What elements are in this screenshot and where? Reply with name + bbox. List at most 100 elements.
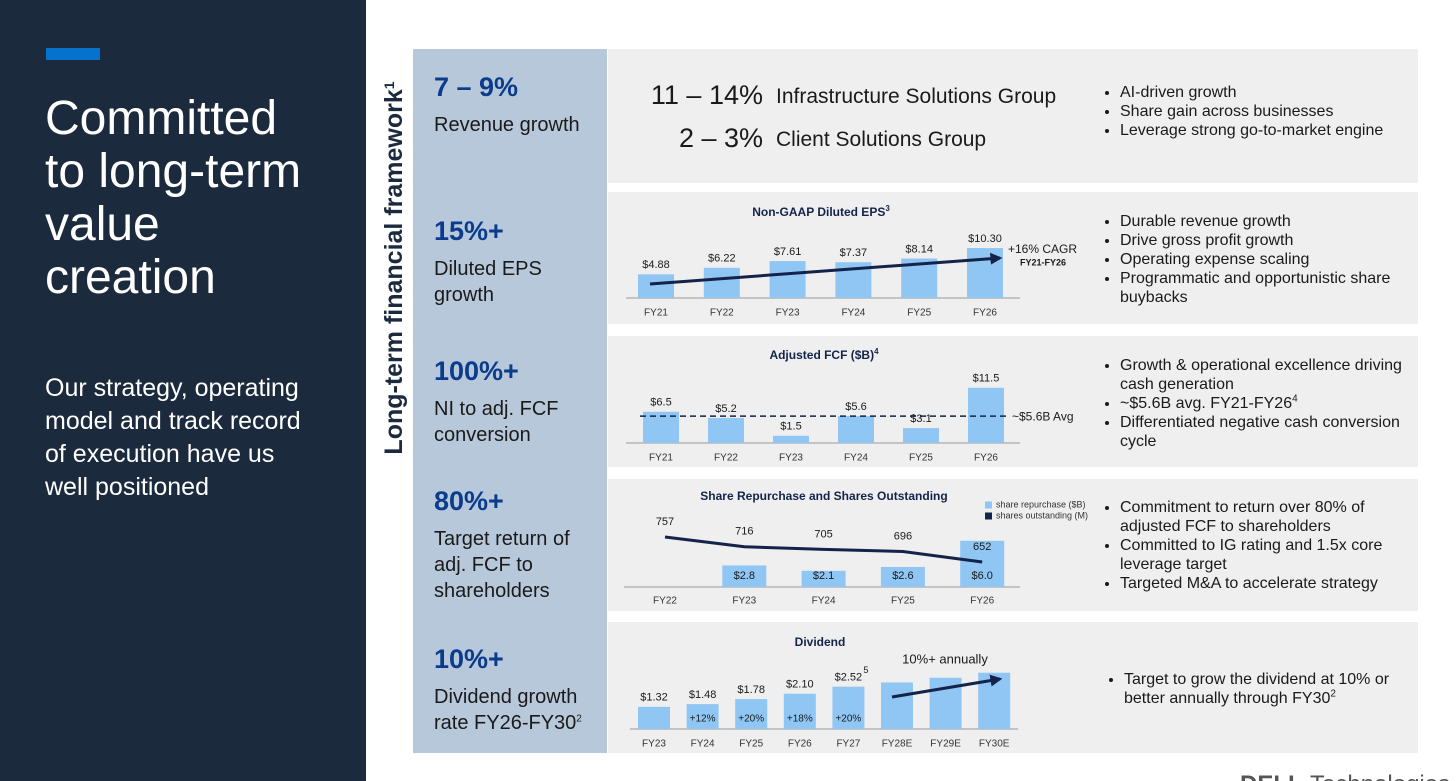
value-label: 652 (973, 541, 991, 553)
panel (608, 49, 1418, 183)
bullet: Commitment to return over 80% of adjuste… (1120, 498, 1425, 536)
value-label: $2.10 (786, 679, 814, 691)
legend-swatch (985, 501, 992, 509)
target-column (413, 49, 607, 753)
x-tick-label: FY29E (930, 739, 961, 750)
value-label: 696 (894, 530, 912, 542)
x-tick-label: FY24 (691, 739, 715, 750)
bullet: Drive gross profit growth (1120, 231, 1425, 250)
footer-brand: Technologies (1310, 771, 1450, 781)
x-tick-label: FY25 (739, 739, 763, 750)
value-label: $5.2 (715, 403, 736, 415)
bullet-text: Growth & operational excellence driving … (1120, 357, 1402, 393)
bullet-text: Target to grow the dividend at 10% or be… (1124, 671, 1390, 707)
trend-arrow (891, 674, 1003, 699)
footer-logo: DELL (1240, 771, 1303, 781)
chart-title-text: Non-GAAP Diluted EPS (752, 205, 885, 219)
bar (960, 540, 1005, 587)
bar (703, 267, 740, 298)
segment-target: 2 – 3% (678, 123, 763, 153)
x-tick-label: FY26 (970, 596, 994, 607)
bar (769, 261, 806, 298)
x-tick-label: FY23 (642, 739, 666, 750)
panel (608, 192, 1418, 324)
bar (722, 565, 767, 587)
value-label: $1.78 (737, 684, 765, 696)
bullet: Targeted M&A to accelerate strategy (1120, 574, 1425, 593)
x-tick-label: FY23 (776, 308, 800, 319)
panel (608, 336, 1418, 467)
target: 10%+ (434, 644, 504, 674)
chart-title-text: Dividend (795, 635, 846, 649)
bullet: Operating expense scaling (1120, 250, 1425, 269)
value-label: $1.32 (640, 692, 668, 704)
bar (801, 570, 846, 587)
x-tick-label: FY25 (909, 453, 933, 464)
x-tick-label: FY26 (973, 308, 997, 319)
bullet-text: Commitment to return over 80% of adjuste… (1120, 499, 1365, 535)
bullet: Committed to IG rating and 1.5x core lev… (1120, 536, 1425, 574)
bullet: AI-driven growth (1120, 83, 1425, 102)
bullet: Programmatic and opportunistic share buy… (1120, 269, 1425, 307)
bullet: ~$5.6B avg. FY21-FY264 (1120, 394, 1425, 413)
metric-text: NI to adj. FCF conversion (434, 398, 559, 446)
value-note: 5 (863, 665, 868, 675)
legend-label: shares outstanding (M) (996, 510, 1088, 520)
x-tick-label: FY23 (732, 596, 756, 607)
value-label: $7.37 (840, 247, 868, 259)
chart-title: Adjusted FCF ($B)4 (769, 347, 879, 363)
metric-text: Diluted EPS growth (434, 258, 542, 306)
x-tick-label: FY24 (812, 596, 836, 607)
bullet-text: AI-driven growth (1120, 84, 1237, 101)
annotation: 10%+ annually (902, 651, 988, 666)
value-label: $2.6 (892, 570, 913, 582)
bar (783, 693, 816, 729)
bar (638, 274, 674, 298)
value-label: $6.5 (650, 397, 671, 409)
chart-title: Dividend (795, 635, 846, 649)
value-label: $2.52 (835, 672, 863, 684)
x-tick-label: FY21 (644, 308, 668, 319)
x-tick-label: FY25 (907, 308, 931, 319)
value-label: $2.1 (813, 570, 834, 582)
average-label: ~$5.6B Avg (1012, 409, 1074, 423)
x-tick-label: FY24 (844, 453, 868, 464)
chart-title-note: 4 (874, 347, 879, 356)
x-tick-label: FY22 (710, 308, 734, 319)
bullet-list: Target to grow the dividend at 10% or be… (1104, 670, 1429, 708)
bullet: Growth & operational excellence driving … (1120, 356, 1425, 394)
chart-title-text: Share Repurchase and Shares Outstanding (700, 489, 947, 503)
accent-bar (46, 48, 100, 60)
bar (643, 411, 679, 443)
bullet-text: Durable revenue growth (1120, 213, 1291, 230)
bullet-list: Commitment to return over 80% of adjuste… (1100, 498, 1425, 593)
bar (881, 682, 913, 729)
bullet: Differentiated negative cash conversion … (1120, 413, 1425, 451)
bullet-text: Leverage strong go-to-market engine (1120, 122, 1384, 139)
bar (708, 418, 744, 443)
metric: Dividend growth rate FY26-FY302 (434, 684, 594, 736)
metric: Diluted EPS growth (434, 256, 594, 308)
x-tick-label: FY27 (836, 739, 860, 750)
bullet-list: Durable revenue growth Drive gross profit… (1100, 212, 1425, 307)
line (664, 535, 983, 564)
chart-title-text: Adjusted FCF ($B) (769, 348, 874, 362)
bullet-text: Programmatic and opportunistic share buy… (1120, 270, 1391, 306)
x-tick-label: FY24 (841, 308, 865, 319)
bar (967, 248, 1003, 298)
value-label: 705 (814, 528, 832, 540)
metric-text: Revenue growth (434, 114, 580, 136)
value-label: $4.88 (642, 259, 670, 271)
chart-title: Share Repurchase and Shares Outstanding (700, 489, 947, 503)
bullet: Durable revenue growth (1120, 212, 1425, 231)
value-label: $1.5 (780, 421, 801, 433)
growth-label: +12% (690, 714, 716, 725)
annotation: +16% CAGR (1008, 242, 1077, 256)
metric: Revenue growth (434, 112, 594, 138)
sidebar-title: Committed to long-term value creation (45, 92, 302, 304)
bullet-text: Targeted M&A to accelerate strategy (1120, 575, 1378, 592)
x-tick-label: FY22 (714, 453, 738, 464)
bullet-note: 4 (1292, 393, 1298, 405)
sidebar: Committed to long-term value creation Ou… (0, 0, 366, 781)
bullet-text: Share gain across businesses (1120, 103, 1334, 120)
